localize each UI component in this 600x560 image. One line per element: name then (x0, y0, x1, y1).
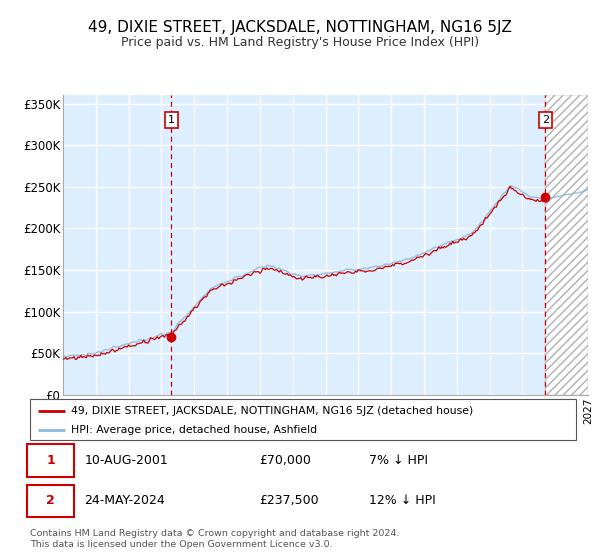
Bar (545, 95, 588, 395)
Text: HPI: Average price, detached house, Ashfield: HPI: Average price, detached house, Ashf… (71, 424, 317, 435)
Text: Contains HM Land Registry data © Crown copyright and database right 2024.
This d: Contains HM Land Registry data © Crown c… (30, 529, 400, 549)
FancyBboxPatch shape (27, 444, 74, 477)
Text: 2: 2 (542, 115, 549, 125)
Text: £237,500: £237,500 (259, 494, 319, 507)
FancyBboxPatch shape (27, 484, 74, 517)
Text: Price paid vs. HM Land Registry's House Price Index (HPI): Price paid vs. HM Land Registry's House … (121, 36, 479, 49)
FancyBboxPatch shape (30, 399, 576, 440)
Text: 49, DIXIE STREET, JACKSDALE, NOTTINGHAM, NG16 5JZ (detached house): 49, DIXIE STREET, JACKSDALE, NOTTINGHAM,… (71, 405, 473, 416)
Text: 12% ↓ HPI: 12% ↓ HPI (368, 494, 435, 507)
Text: £70,000: £70,000 (259, 454, 311, 467)
Text: 1: 1 (168, 115, 175, 125)
Text: 2: 2 (46, 494, 55, 507)
Text: 1: 1 (46, 454, 55, 467)
Text: 49, DIXIE STREET, JACKSDALE, NOTTINGHAM, NG16 5JZ: 49, DIXIE STREET, JACKSDALE, NOTTINGHAM,… (88, 20, 512, 35)
Text: 24-MAY-2024: 24-MAY-2024 (85, 494, 166, 507)
Text: 10-AUG-2001: 10-AUG-2001 (85, 454, 169, 467)
Text: 7% ↓ HPI: 7% ↓ HPI (368, 454, 428, 467)
